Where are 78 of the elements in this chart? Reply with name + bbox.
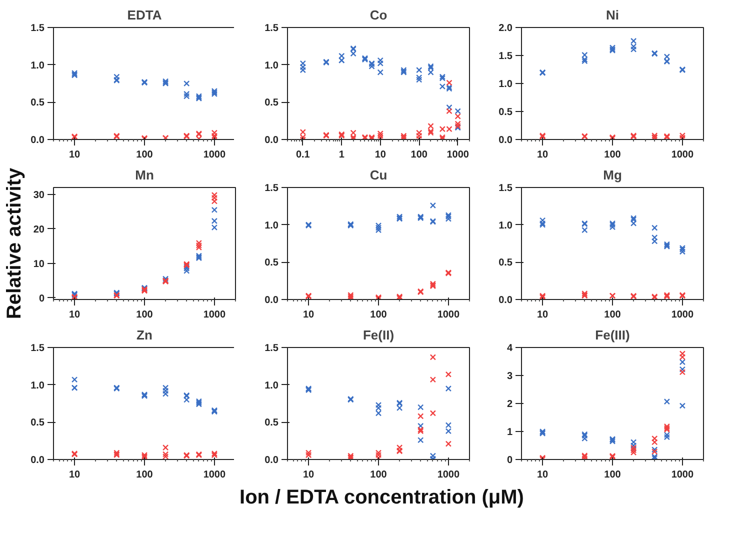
x-tick-label: 1 xyxy=(338,150,345,160)
x-tick-label: 10 xyxy=(302,470,315,480)
x-tick-label: 10 xyxy=(374,150,386,160)
x-tick-label: 100 xyxy=(370,470,388,480)
y-tick-label: 1.5 xyxy=(498,183,513,194)
x-tick-label: 10 xyxy=(68,150,81,160)
x-tick-label: 100 xyxy=(136,310,154,320)
y-tick-label: 0.5 xyxy=(264,98,279,109)
y-tick-label: 2 xyxy=(506,399,513,410)
chart-title: Fe(II) xyxy=(362,328,394,342)
x-tick-label: 1000 xyxy=(671,150,694,160)
x-tick-label: 100 xyxy=(136,150,154,160)
chart-title: Mg xyxy=(603,168,622,182)
y-tick-label: 0.0 xyxy=(498,295,513,306)
y-tick-label: 1.5 xyxy=(264,343,279,354)
y-tick-label: 1.0 xyxy=(498,79,513,90)
chart-title: Fe(III) xyxy=(595,328,630,342)
y-tick-label: 3 xyxy=(506,371,513,382)
chart-title: Cu xyxy=(370,168,388,182)
x-tick-label: 10 xyxy=(536,310,549,320)
y-tick-label: 0.0 xyxy=(264,135,279,146)
x-tick-label: 10 xyxy=(68,310,81,320)
x-tick-label: 10 xyxy=(536,470,549,480)
x-tick-label: 100 xyxy=(410,150,428,160)
x-tick-label: 1000 xyxy=(671,470,694,480)
y-tick-label: 1.5 xyxy=(264,183,279,194)
y-axis-title: Relative activity xyxy=(3,167,26,320)
x-tick-label: 1000 xyxy=(203,470,226,480)
y-tick-label: 0.0 xyxy=(264,295,279,306)
x-tick-label: 1000 xyxy=(203,150,226,160)
x-tick-label: 1000 xyxy=(203,310,226,320)
x-tick-label: 1000 xyxy=(437,470,460,480)
y-tick-label: 0.5 xyxy=(498,258,513,269)
y-tick-label: 0.0 xyxy=(30,135,45,146)
chart-title: Ni xyxy=(606,8,619,22)
y-tick-label: 1.0 xyxy=(498,220,513,232)
x-tick-label: 10 xyxy=(302,310,315,320)
x-tick-label: 100 xyxy=(604,470,622,480)
y-tick-label: 10 xyxy=(33,258,45,270)
y-tick-label: 1.0 xyxy=(264,220,279,232)
y-tick-label: 20 xyxy=(33,224,45,236)
y-tick-label: 0 xyxy=(38,293,45,304)
chart-title: Mn xyxy=(135,168,154,182)
x-tick-label: 100 xyxy=(136,470,154,480)
y-tick-label: 1.0 xyxy=(264,380,279,392)
x-tick-label: 10 xyxy=(68,470,81,480)
x-axis-title: Ion / EDTA concentration (μM) xyxy=(240,486,524,508)
y-tick-label: 0.5 xyxy=(264,258,279,269)
y-tick-label: 0.5 xyxy=(30,98,45,109)
x-tick-label: 1000 xyxy=(671,310,694,320)
chart-title: EDTA xyxy=(127,8,162,22)
y-tick-label: 0.0 xyxy=(30,455,45,466)
y-tick-label: 0.0 xyxy=(498,135,513,146)
y-tick-label: 0.5 xyxy=(498,107,513,118)
y-tick-label: 1.0 xyxy=(30,60,45,72)
y-tick-label: 1.0 xyxy=(30,380,45,392)
y-tick-label: 2.0 xyxy=(498,23,513,34)
x-tick-label: 100 xyxy=(604,150,622,160)
y-tick-label: 1.5 xyxy=(498,51,513,62)
y-tick-label: 1 xyxy=(506,427,513,438)
chart-title: Co xyxy=(370,8,388,22)
x-tick-label: 10 xyxy=(536,150,549,160)
x-tick-label: 0.1 xyxy=(296,150,310,160)
y-tick-label: 4 xyxy=(506,343,513,354)
x-tick-label: 1000 xyxy=(437,310,460,320)
y-tick-label: 0 xyxy=(506,455,513,466)
y-tick-label: 30 xyxy=(33,190,45,201)
y-tick-label: 1.5 xyxy=(30,23,45,34)
x-tick-label: 100 xyxy=(604,310,622,320)
x-tick-label: 100 xyxy=(370,310,388,320)
y-tick-label: 1.5 xyxy=(30,343,45,354)
y-tick-label: 0.5 xyxy=(264,418,279,429)
chart-title: Zn xyxy=(136,328,152,342)
x-tick-label: 1000 xyxy=(446,150,470,160)
y-tick-label: 0.5 xyxy=(30,418,45,429)
y-tick-label: 1.5 xyxy=(264,23,279,34)
y-tick-label: 0.0 xyxy=(264,455,279,466)
y-tick-label: 1.0 xyxy=(264,60,279,72)
